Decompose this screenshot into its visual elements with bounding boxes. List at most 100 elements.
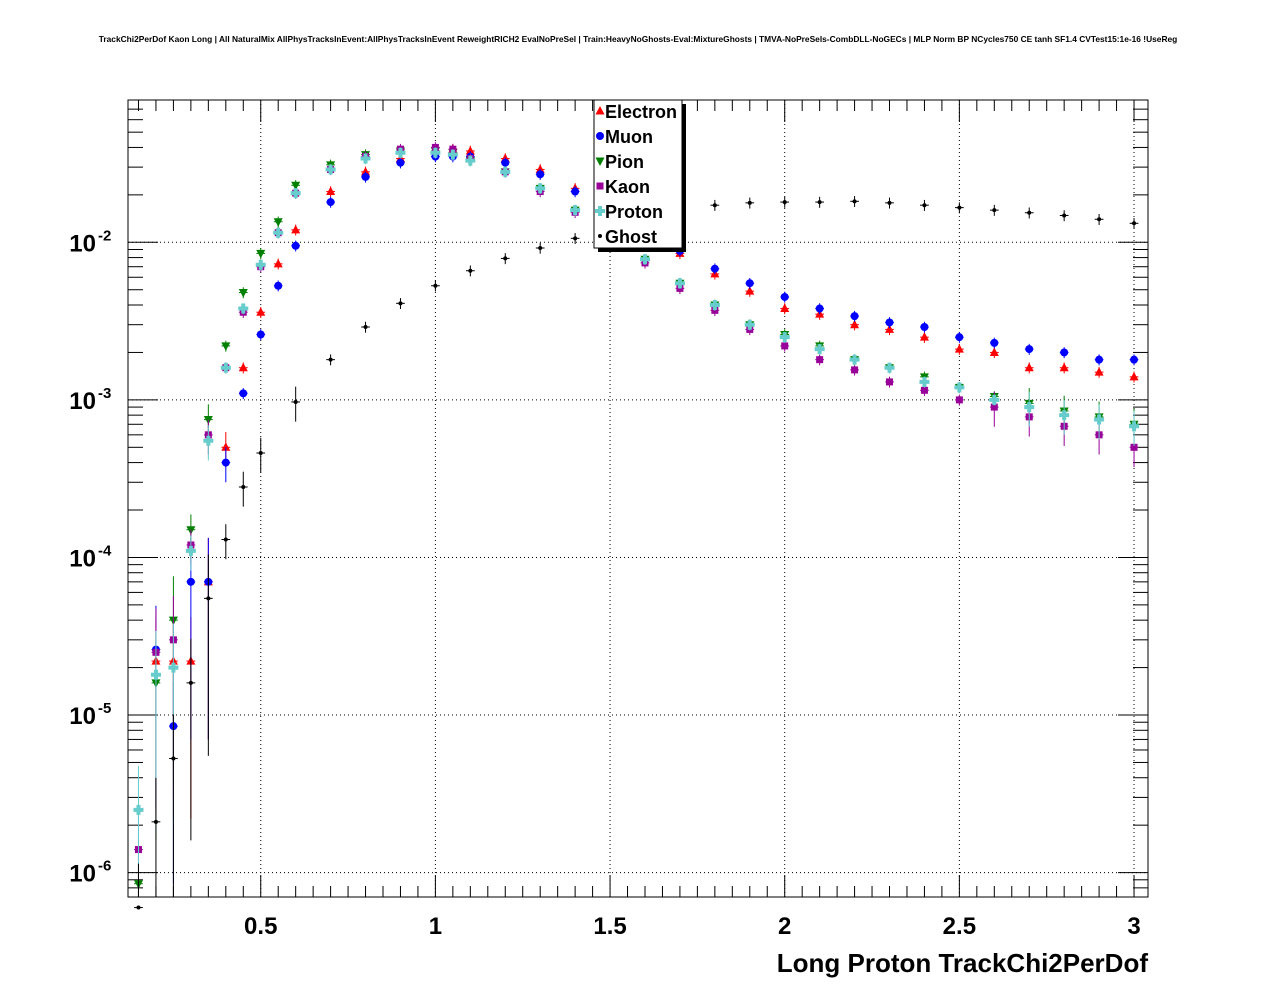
data-point xyxy=(779,332,790,343)
data-point xyxy=(241,484,246,489)
data-point xyxy=(186,577,195,586)
data-point xyxy=(885,324,895,333)
data-point xyxy=(1095,355,1104,364)
data-point xyxy=(500,166,511,177)
data-point xyxy=(920,386,928,394)
y-tick-label-base: 10 xyxy=(69,861,96,888)
data-point xyxy=(273,227,284,238)
x-tick-label: 1.5 xyxy=(593,913,626,940)
data-point xyxy=(291,224,301,234)
data-point xyxy=(990,338,999,347)
data-point xyxy=(886,378,894,386)
data-point xyxy=(992,208,997,213)
data-point xyxy=(817,200,822,205)
y-tick-label-exponent: -5 xyxy=(98,700,111,717)
data-point xyxy=(168,662,179,673)
data-point xyxy=(1094,367,1104,376)
data-point xyxy=(747,200,752,205)
data-point xyxy=(325,164,336,175)
data-point xyxy=(188,680,193,685)
data-point xyxy=(449,145,457,153)
data-point xyxy=(326,198,335,207)
data-point xyxy=(256,307,266,316)
data-point xyxy=(171,756,176,761)
legend-label-ghost: Ghost xyxy=(605,227,657,247)
data-point xyxy=(1132,221,1137,226)
data-point xyxy=(887,200,892,205)
data-point xyxy=(431,143,439,151)
data-point xyxy=(328,357,333,362)
data-point xyxy=(849,354,860,365)
data-point xyxy=(814,344,825,355)
data-point xyxy=(326,186,336,196)
x-tick-label: 1 xyxy=(429,913,442,940)
data-point xyxy=(221,442,231,451)
data-point xyxy=(954,382,965,393)
data-point xyxy=(291,241,300,250)
legend-entries: Electron Muon Pion Kaon Proton Ghost xyxy=(595,102,677,247)
data-point xyxy=(221,458,230,467)
data-point xyxy=(1129,421,1140,432)
legend-label-proton: Proton xyxy=(605,202,663,222)
data-point xyxy=(153,819,158,824)
y-tick-label-exponent: -3 xyxy=(98,385,111,402)
data-point xyxy=(571,187,580,196)
legend-label-muon: Muon xyxy=(605,127,653,147)
data-point xyxy=(238,362,248,372)
data-point xyxy=(468,268,473,273)
data-point xyxy=(954,344,964,353)
data-point xyxy=(1024,402,1035,413)
data-point xyxy=(1027,210,1032,215)
data-point xyxy=(816,356,824,364)
data-point xyxy=(919,332,929,341)
data-point xyxy=(238,289,248,298)
data-point xyxy=(220,362,231,373)
legend-marker-pion xyxy=(595,157,605,166)
data-point xyxy=(206,596,211,601)
data-point xyxy=(674,278,685,289)
data-point xyxy=(955,396,963,404)
data-point xyxy=(1025,345,1034,354)
data-point xyxy=(850,312,859,321)
data-point xyxy=(1062,213,1067,218)
data-point xyxy=(1129,371,1139,381)
data-point xyxy=(850,319,860,329)
data-point xyxy=(1060,348,1069,357)
data-point xyxy=(258,451,263,456)
x-axis-title: Long Proton TrackChi2PerDof xyxy=(777,948,1149,978)
y-tick-label-exponent: -2 xyxy=(98,227,111,244)
legend-label-kaon: Kaon xyxy=(605,177,650,197)
legend-marker-proton xyxy=(595,206,605,216)
data-point xyxy=(1059,362,1069,372)
data-point xyxy=(852,199,857,204)
data-points xyxy=(133,142,1140,910)
data-point xyxy=(1097,217,1102,222)
data-point xyxy=(570,205,581,216)
data-point xyxy=(398,301,403,306)
data-point xyxy=(274,281,283,290)
data-point xyxy=(780,303,790,313)
data-point xyxy=(221,342,231,351)
data-point xyxy=(223,537,228,542)
data-point xyxy=(360,153,371,164)
data-point xyxy=(185,545,196,556)
series-kaon xyxy=(134,142,1139,897)
data-point xyxy=(538,246,543,251)
data-point xyxy=(815,304,824,313)
legend-marker-ghost xyxy=(598,234,602,238)
legend[interactable]: Electron Muon Pion Kaon Proton Ghost xyxy=(593,99,686,252)
data-point xyxy=(203,435,214,446)
data-point xyxy=(535,183,546,194)
data-point xyxy=(781,342,789,350)
x-tick-labels: 0.5 1 1.5 2 2.5 3 xyxy=(244,913,1141,940)
data-point xyxy=(290,188,301,199)
data-point xyxy=(238,303,249,314)
data-point xyxy=(361,172,370,181)
data-point xyxy=(1059,410,1070,421)
data-point xyxy=(780,292,789,301)
data-point xyxy=(447,149,458,160)
data-point xyxy=(136,905,141,910)
data-point xyxy=(363,325,368,330)
data-point xyxy=(395,147,406,158)
